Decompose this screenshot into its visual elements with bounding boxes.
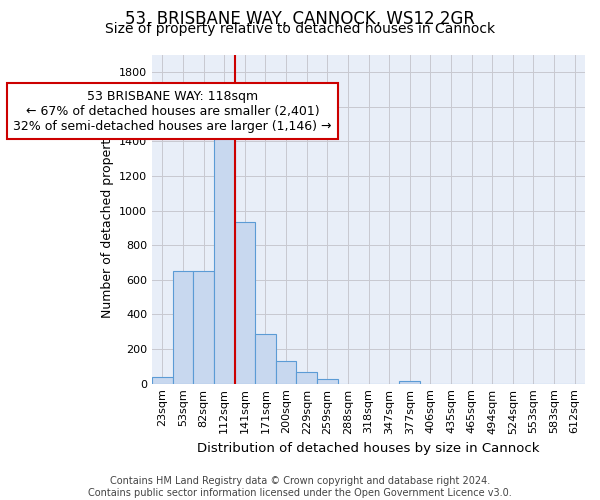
Text: Size of property relative to detached houses in Cannock: Size of property relative to detached ho…: [105, 22, 495, 36]
Bar: [276, 361, 296, 384]
Bar: [235, 222, 255, 384]
Text: Contains HM Land Registry data © Crown copyright and database right 2024.
Contai: Contains HM Land Registry data © Crown c…: [88, 476, 512, 498]
Bar: [255, 334, 276, 384]
Bar: [152, 377, 173, 384]
Bar: [214, 130, 235, 384]
Y-axis label: Number of detached properties: Number of detached properties: [101, 121, 113, 318]
Bar: [193, 271, 214, 384]
Bar: [317, 380, 338, 384]
Text: 53 BRISBANE WAY: 118sqm
← 67% of detached houses are smaller (2,401)
32% of semi: 53 BRISBANE WAY: 118sqm ← 67% of detache…: [13, 90, 332, 132]
Bar: [400, 381, 420, 384]
Bar: [173, 271, 193, 384]
X-axis label: Distribution of detached houses by size in Cannock: Distribution of detached houses by size …: [197, 442, 540, 455]
Text: 53, BRISBANE WAY, CANNOCK, WS12 2GR: 53, BRISBANE WAY, CANNOCK, WS12 2GR: [125, 10, 475, 28]
Bar: [296, 372, 317, 384]
